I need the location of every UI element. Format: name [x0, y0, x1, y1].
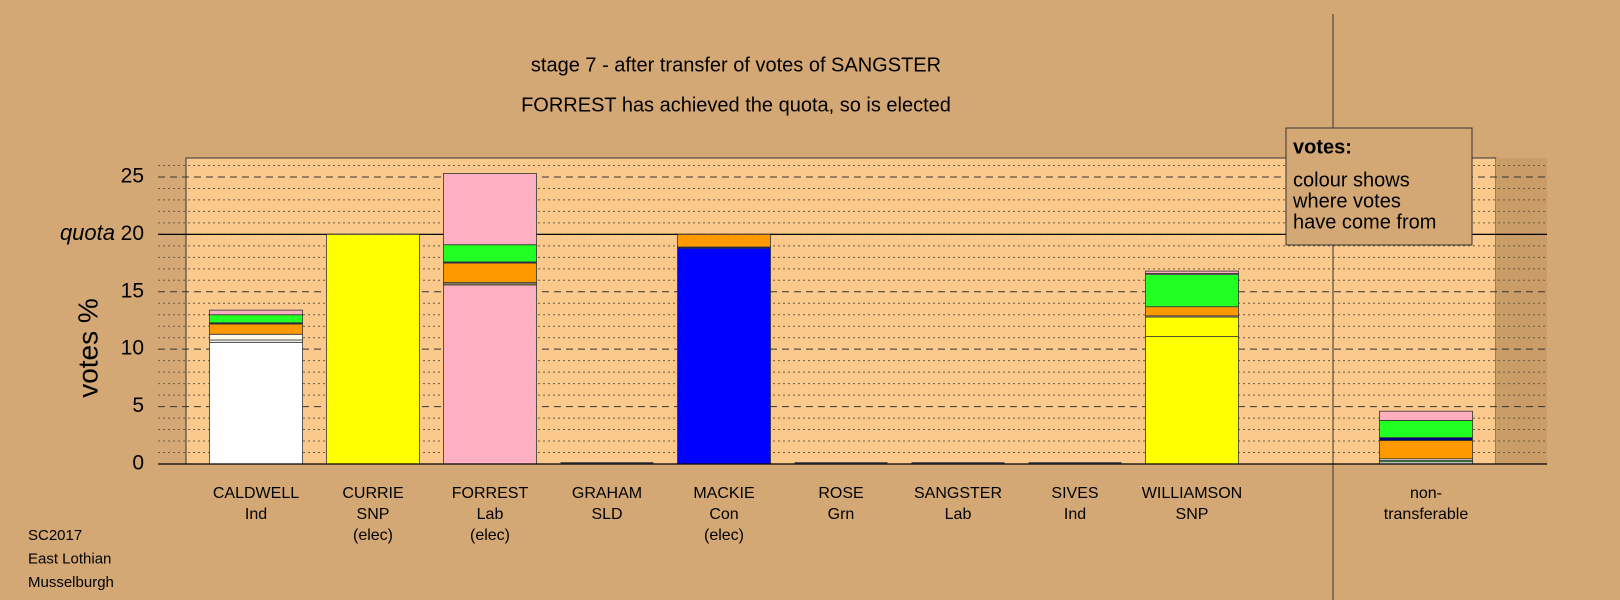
outside-panel [1496, 158, 1547, 464]
x-tick-label: ROSE [818, 485, 863, 502]
bar-segment [326, 233, 420, 465]
x-tick-label: Con [709, 506, 738, 523]
legend-box [1285, 127, 1473, 246]
bar-segment [1145, 306, 1239, 317]
footer-text: SC2017 [28, 527, 82, 544]
bar-segment [1379, 419, 1473, 438]
bar-segment [443, 173, 537, 246]
legend-text: have come from [1293, 211, 1436, 233]
y-tick-label: 5 [132, 394, 144, 417]
x-tick-label: Ind [245, 506, 267, 523]
x-tick-label: Lab [477, 506, 504, 523]
x-tick-label: SLD [591, 506, 622, 523]
x-tick-label: GRAHAM [572, 485, 642, 502]
bar-segment [677, 233, 771, 248]
bar-segment [209, 314, 303, 324]
y-tick-label: 0 [132, 452, 144, 475]
bar-segment [1145, 316, 1239, 337]
x-tick-label: (elec) [353, 527, 393, 544]
bar-segment [1379, 410, 1473, 421]
x-tick-label: SANGSTER [914, 485, 1002, 502]
y-tick-label: 20 [121, 222, 144, 245]
legend-text: colour shows [1293, 169, 1410, 191]
bar-segment [443, 244, 537, 263]
x-tick-label: CURRIE [342, 485, 403, 502]
bar-segment [443, 262, 537, 283]
x-tick-label: (elec) [704, 527, 744, 544]
bar-segment [1379, 440, 1473, 460]
y-tick-label: 10 [121, 337, 144, 360]
bar-segment [209, 309, 303, 316]
y-tick-label: 15 [121, 279, 144, 302]
footer-text: Musselburgh [28, 574, 114, 591]
bar-segment [1379, 437, 1473, 441]
y-axis-label: votes % [72, 298, 103, 398]
quota-label: quota [60, 220, 115, 245]
x-tick-label: WILLIAMSON [1142, 485, 1242, 502]
y-tick-label: 25 [121, 165, 144, 188]
x-tick-label: Grn [828, 506, 855, 523]
x-tick-label: SIVES [1051, 485, 1098, 502]
chart-title: stage 7 - after transfer of votes of SAN… [531, 54, 941, 76]
chart-subtitle: FORREST has achieved the quota, so is el… [521, 94, 951, 116]
x-tick-label: FORREST [452, 485, 529, 502]
x-tick-label: non- [1410, 485, 1442, 502]
bar-segment [443, 284, 537, 465]
x-tick-label: Lab [945, 506, 972, 523]
bar-segment [677, 247, 771, 465]
legend-text: where votes [1292, 190, 1401, 212]
x-tick-label: CALDWELL [213, 485, 299, 502]
bar-segment [209, 333, 303, 341]
footer-text: East Lothian [28, 550, 111, 567]
x-tick-label: Ind [1064, 506, 1086, 523]
x-tick-label: transferable [1384, 506, 1469, 523]
bar-segment [1145, 270, 1239, 274]
x-tick-label: SNP [357, 506, 390, 523]
x-tick-label: MACKIE [693, 485, 754, 502]
bar-segment [209, 341, 303, 465]
bar-segment [1145, 336, 1239, 465]
legend-title: votes: [1293, 136, 1352, 158]
bar-segment [209, 323, 303, 335]
x-tick-label: SNP [1176, 506, 1209, 523]
x-tick-label: (elec) [470, 527, 510, 544]
bar-segment [1145, 274, 1239, 308]
